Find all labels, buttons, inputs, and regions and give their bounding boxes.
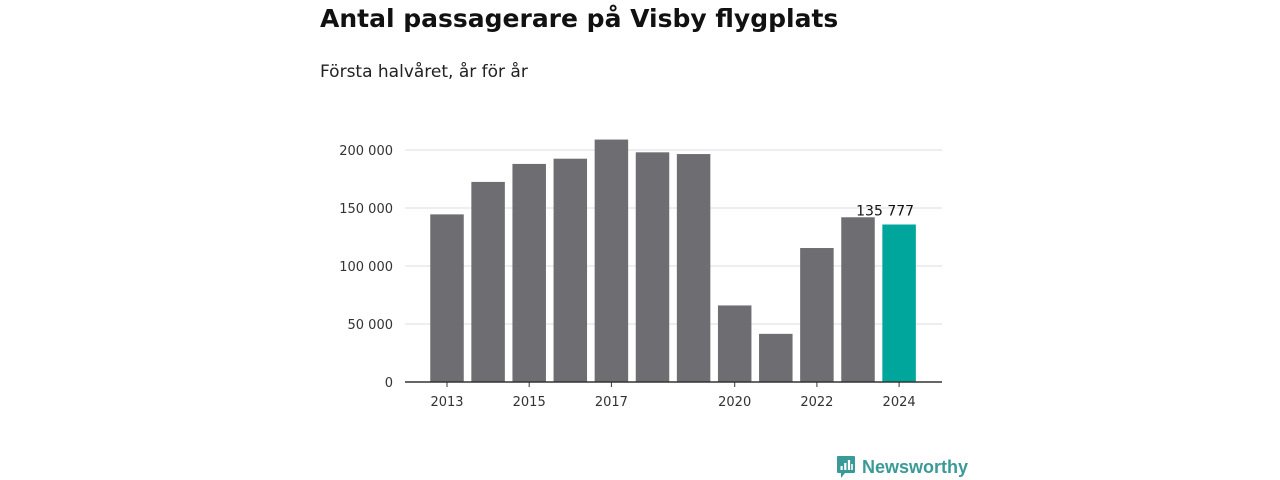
bar (800, 248, 834, 382)
bar (717, 305, 752, 382)
bar-chart: 0 50 000 100 000 150 000 200 000 135 777 2013 2… (339, 139, 942, 410)
bar (594, 139, 629, 382)
chart-title: Antal passagerare på Visby flygplats (320, 4, 839, 33)
bar (553, 158, 588, 382)
brand-logo: Newsworthy (836, 455, 968, 479)
y-tick-label: 200 000 (339, 144, 393, 159)
x-tick-label: 2017 (595, 395, 628, 410)
bar-highlight (882, 224, 916, 382)
newsworthy-logo-icon (837, 456, 855, 478)
bars (430, 139, 916, 382)
bar (635, 152, 670, 382)
y-tick-label: 50 000 (348, 318, 394, 333)
x-tick-label: 2024 (883, 395, 916, 410)
x-tick-label: 2020 (718, 395, 751, 410)
y-tick-label: 0 (385, 376, 393, 391)
brand-name: Newsworthy (862, 456, 969, 477)
axes (405, 381, 942, 387)
bar (759, 333, 793, 382)
y-tick-label: 150 000 (339, 202, 393, 217)
chart-subtitle: Första halvåret, år för år (320, 62, 528, 82)
bar (512, 163, 546, 382)
bar (841, 217, 875, 382)
labels: 0 50 000 100 000 150 000 200 000 135 777 2013 2… (339, 144, 915, 410)
bar (430, 214, 464, 382)
x-tick-label: 2022 (800, 395, 833, 410)
bar (676, 154, 711, 382)
x-tick-label: 2015 (513, 395, 546, 410)
y-tick-label: 100 000 (339, 260, 393, 275)
data-label: 135 777 (856, 203, 914, 219)
bar (471, 181, 505, 382)
x-tick-label: 2013 (430, 395, 463, 410)
